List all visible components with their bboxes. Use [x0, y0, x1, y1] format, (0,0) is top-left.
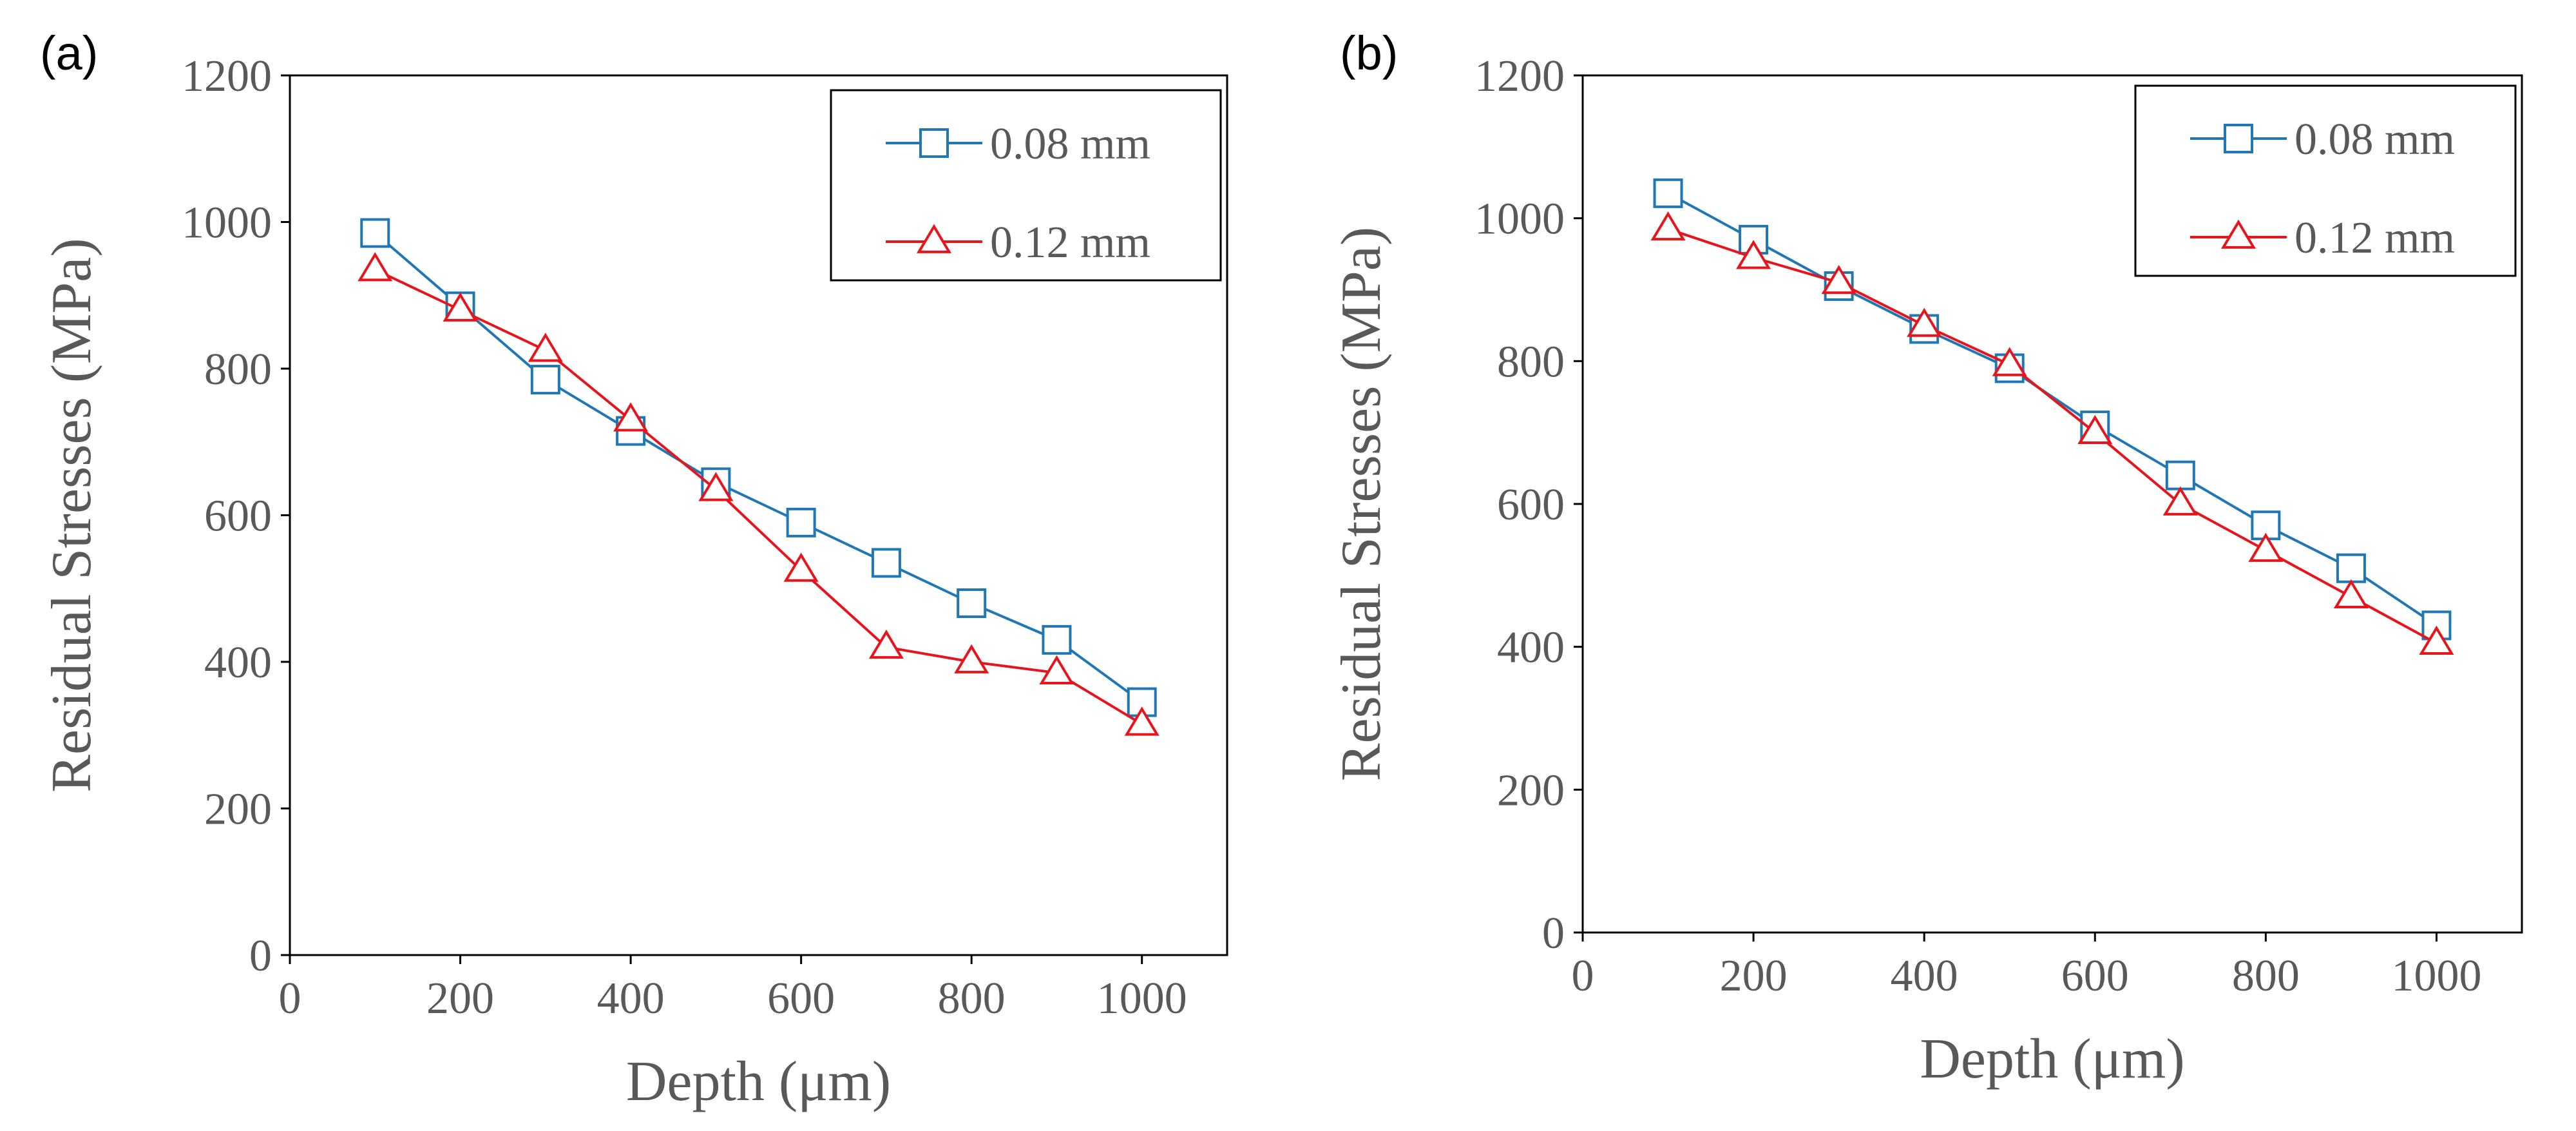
- panel-label: (a): [40, 26, 98, 80]
- series-line: [1667, 227, 2438, 644]
- data-point-triangle: [1124, 706, 1159, 736]
- x-axis-title: Depth (μm): [626, 1050, 891, 1113]
- series-0-08-mm: [360, 218, 1157, 717]
- legend: 0.08 mm 0.12 mm: [830, 89, 1222, 282]
- series-0-12-mm: [358, 252, 1159, 736]
- data-point-triangle: [528, 333, 563, 362]
- legend-entry-label: 0.12 mm: [990, 218, 1150, 267]
- y-tick-label: 1200: [182, 52, 272, 101]
- data-point-triangle: [868, 629, 904, 659]
- legend-marker-square: [2224, 124, 2253, 153]
- x-tick-label: 400: [1891, 951, 1958, 1001]
- data-point-square: [360, 218, 390, 248]
- data-point-triangle: [1992, 347, 2027, 376]
- legend-entry-label: 0.08 mm: [990, 119, 1150, 169]
- data-point-square: [2165, 460, 2195, 490]
- data-point-square: [1653, 178, 1683, 208]
- series-line: [374, 268, 1143, 726]
- legend-marker-triangle: [2220, 219, 2256, 249]
- data-point-square: [2336, 553, 2366, 583]
- x-tick-label: 600: [767, 974, 835, 1023]
- data-point-triangle: [1821, 265, 1856, 295]
- data-point-square: [530, 365, 560, 395]
- x-tick-label: 400: [597, 974, 665, 1023]
- data-point-triangle: [2248, 532, 2284, 562]
- x-tick-label: 1000: [2391, 951, 2481, 1001]
- y-tick-label: 200: [204, 785, 272, 835]
- data-point-triangle: [2419, 625, 2454, 655]
- data-point-square: [957, 588, 987, 618]
- data-point-square: [1042, 624, 1072, 655]
- series-0-12-mm: [1650, 211, 2454, 655]
- legend-marker-square: [919, 128, 949, 158]
- series-line: [374, 232, 1143, 704]
- data-point-triangle: [954, 644, 989, 673]
- data-point-square: [786, 507, 816, 537]
- y-tick-label: 400: [1497, 623, 1565, 673]
- y-tick-label: 800: [1497, 337, 1565, 387]
- y-tick-label: 1000: [182, 198, 272, 248]
- y-axis-title: Residual Stresses (MPa): [41, 238, 103, 792]
- legend-entry-label: 0.12 mm: [2295, 213, 2455, 263]
- y-tick-label: 1200: [1474, 52, 1565, 101]
- y-tick-label: 0: [1542, 909, 1565, 958]
- data-point-triangle: [358, 252, 393, 282]
- data-point-triangle: [2333, 579, 2369, 608]
- data-point-triangle: [783, 552, 819, 582]
- y-tick-label: 0: [249, 931, 272, 981]
- x-tick-label: 800: [938, 974, 1006, 1023]
- data-point-triangle: [443, 292, 478, 322]
- y-tick-label: 600: [1497, 480, 1565, 530]
- data-point-square: [871, 548, 901, 578]
- panel-label: (b): [1340, 26, 1398, 80]
- x-tick-label: 200: [426, 974, 494, 1023]
- legend-entry-label: 0.08 mm: [2295, 115, 2455, 164]
- chart-panel-b: (b) 0 200 400 600 800 1000 1200 0 200 400 600 800 100…: [1330, 26, 2523, 1090]
- x-tick-label: 200: [1720, 951, 1788, 1001]
- legend-box: [2134, 84, 2517, 277]
- legend: 0.08 mm 0.12 mm: [2134, 84, 2517, 277]
- data-point-triangle: [1736, 240, 1771, 269]
- x-tick-label: 800: [2232, 951, 2300, 1001]
- x-tick-label: 0: [1572, 951, 1594, 1001]
- legend-box: [830, 89, 1222, 282]
- y-tick-label: 400: [204, 638, 272, 688]
- data-point-triangle: [1039, 655, 1074, 684]
- data-point-triangle: [1650, 211, 1686, 241]
- data-point-triangle: [2162, 486, 2198, 516]
- x-axis-title: Depth (μm): [1920, 1028, 2184, 1090]
- data-point-triangle: [613, 402, 649, 432]
- y-tick-label: 800: [204, 345, 272, 394]
- legend-marker-triangle: [916, 224, 952, 253]
- data-point-triangle: [2077, 414, 2113, 445]
- data-point-triangle: [1907, 307, 1942, 337]
- x-tick-label: 1000: [1097, 974, 1187, 1023]
- chart-panel-a: (a) 0 200 400 600 800 1000 1200 0 200 400 600 800 100…: [40, 26, 1228, 1113]
- data-point-triangle: [698, 472, 734, 501]
- y-axis-title: Residual Stresses (MPa): [1330, 227, 1393, 781]
- series-line: [1667, 192, 2438, 627]
- x-tick-label: 0: [279, 974, 301, 1023]
- y-tick-label: 600: [204, 492, 272, 541]
- x-tick-label: 600: [2061, 951, 2129, 1001]
- y-tick-label: 200: [1497, 766, 1565, 815]
- y-tick-label: 1000: [1474, 195, 1565, 244]
